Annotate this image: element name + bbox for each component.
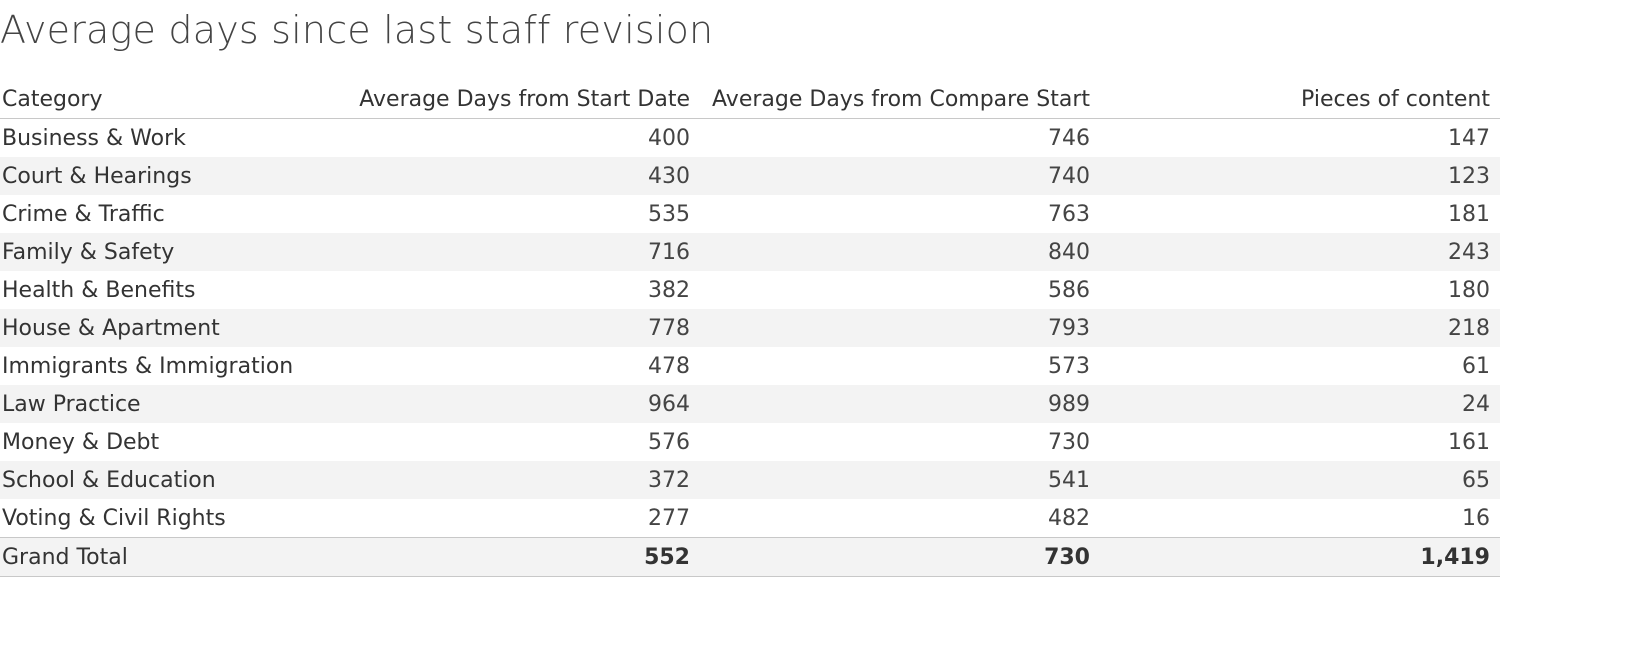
table-row[interactable]: Money & Debt 576 730 161 (0, 423, 1500, 461)
cell-avg-start: 964 (300, 385, 700, 423)
table-row[interactable]: Immigrants & Immigration 478 573 61 (0, 347, 1500, 385)
cell-category: Law Practice (0, 385, 300, 423)
cell-avg-compare: 989 (700, 385, 1100, 423)
chart-title: Average days since last staff revision (0, 8, 714, 52)
cell-pieces: 180 (1448, 277, 1490, 303)
cell-avg-compare: 763 (1048, 201, 1090, 227)
total-cell-pieces: 1,419 (1100, 537, 1500, 577)
cell-category: Voting & Civil Rights (2, 505, 226, 531)
cell-pieces: 24 (1100, 385, 1500, 423)
table-body: Business & Work 400 746 147 Court & Hearings… (0, 119, 1500, 577)
grand-total-row[interactable]: Grand Total 552 730 1,419 (0, 537, 1500, 577)
header-row: Category Average Days from Start Date Av… (0, 80, 1500, 119)
cell-pieces: 147 (1448, 125, 1490, 151)
cell-avg-compare: 746 (1048, 125, 1090, 151)
cell-avg-compare: 730 (1048, 429, 1090, 455)
table-row[interactable]: Family & Safety 716 840 243 (0, 233, 1500, 271)
cell-pieces: 243 (1100, 233, 1500, 271)
table-row[interactable]: Court & Hearings 430 740 123 (0, 157, 1500, 195)
cell-category: House & Apartment (0, 309, 300, 347)
cell-avg-start: 478 (648, 353, 690, 379)
cell-avg-start: 382 (648, 277, 690, 303)
total-cell-category: Grand Total (0, 537, 300, 577)
cell-avg-start: 716 (300, 233, 700, 271)
table-row[interactable]: House & Apartment 778 793 218 (0, 309, 1500, 347)
cell-avg-compare: 840 (700, 233, 1100, 271)
total-cell-avg-start: 552 (300, 537, 700, 577)
table-row[interactable]: Crime & Traffic 535 763 181 (0, 195, 1500, 233)
cell-pieces: 161 (1448, 429, 1490, 455)
table-row[interactable]: Law Practice 964 989 24 (0, 385, 1500, 423)
data-table: Category Average Days from Start Date Av… (0, 80, 1500, 577)
cell-avg-compare: 740 (700, 157, 1100, 195)
cell-category: Immigrants & Immigration (2, 353, 294, 379)
cell-avg-start: 277 (648, 505, 690, 531)
cell-category: Family & Safety (0, 233, 300, 271)
cell-pieces: 16 (1462, 505, 1490, 531)
table-row[interactable]: School & Education 372 541 65 (0, 461, 1500, 499)
table-row[interactable]: Health & Benefits 382 586 180 (0, 271, 1500, 309)
cell-avg-start: 400 (648, 125, 690, 151)
column-header-category[interactable]: Category (0, 80, 300, 119)
cell-category: Health & Benefits (2, 277, 196, 303)
table-row[interactable]: Voting & Civil Rights 277 482 16 (0, 499, 1500, 538)
cell-avg-start: 576 (648, 429, 690, 455)
cell-avg-compare: 482 (1048, 505, 1090, 531)
cell-avg-compare: 573 (1048, 353, 1090, 379)
column-header-avg-start[interactable]: Average Days from Start Date (300, 80, 700, 119)
cell-category: Crime & Traffic (2, 201, 165, 227)
cell-avg-compare: 586 (1048, 277, 1090, 303)
total-cell-avg-compare: 730 (700, 537, 1100, 577)
column-header-avg-compare[interactable]: Average Days from Compare Start (700, 80, 1100, 119)
cell-category: Court & Hearings (0, 157, 300, 195)
cell-pieces: 65 (1100, 461, 1500, 499)
cell-pieces: 218 (1100, 309, 1500, 347)
cell-pieces: 181 (1448, 201, 1490, 227)
cell-avg-start: 535 (648, 201, 690, 227)
cell-avg-start: 372 (300, 461, 700, 499)
column-header-pieces[interactable]: Pieces of content (1100, 80, 1500, 119)
cell-avg-compare: 793 (700, 309, 1100, 347)
cell-avg-compare: 541 (700, 461, 1100, 499)
cell-avg-start: 430 (300, 157, 700, 195)
cell-category: Business & Work (2, 125, 186, 151)
cell-category: School & Education (0, 461, 300, 499)
cell-avg-start: 778 (300, 309, 700, 347)
cell-category: Money & Debt (2, 429, 160, 455)
cell-pieces: 123 (1100, 157, 1500, 195)
table-row[interactable]: Business & Work 400 746 147 (0, 119, 1500, 158)
cell-pieces: 61 (1462, 353, 1490, 379)
